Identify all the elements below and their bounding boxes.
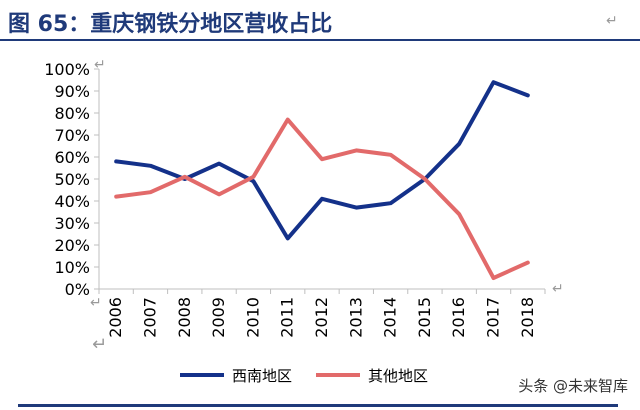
y-tick-label: 10% xyxy=(54,258,90,277)
title-bar: 图 65：重庆钢铁分地区营收占比 ↵ xyxy=(0,0,640,41)
x-tick-label: 2017 xyxy=(484,297,503,338)
watermark: 头条 @未来智库 xyxy=(518,377,628,395)
return-mark: ↵ xyxy=(606,13,618,29)
x-tick-label: 2009 xyxy=(209,297,228,338)
y-tick-label: 80% xyxy=(54,104,90,123)
y-tick-label: 0% xyxy=(65,280,90,299)
x-tick-label: 2015 xyxy=(415,297,434,338)
x-tick-label: 2016 xyxy=(449,297,468,338)
x-tick-label: 2010 xyxy=(243,297,262,338)
y-tick-label: 90% xyxy=(54,82,90,101)
bottom-rule xyxy=(18,404,618,407)
return-mark: ↵ xyxy=(90,295,102,311)
x-tick-label: 2007 xyxy=(140,297,159,338)
return-mark: ↵ xyxy=(552,281,564,297)
x-axis: 2006 2007 2008 2009 2010 2011 2012 2013 2014 2015… xyxy=(98,288,546,338)
x-tick-label: 2014 xyxy=(381,297,400,338)
y-tick-label: 30% xyxy=(54,214,90,233)
plot-lines xyxy=(114,80,530,280)
y-tick-label: 40% xyxy=(54,192,90,211)
x-tick-label: 2008 xyxy=(175,297,194,338)
x-tick-label: 2013 xyxy=(346,297,365,338)
y-tick-label: 50% xyxy=(54,170,90,189)
title-underline xyxy=(0,39,640,41)
legend-label-southwest: 西南地区 xyxy=(232,367,292,384)
y-tick-label: 60% xyxy=(54,148,90,167)
y-axis: 0% 10% 20% 30% 40% 50% 60% 70% 80% 90% 100% xyxy=(44,60,100,299)
line-chart: 0%10%20%30%40%50%60%70%80%90%100% 2006 20… xyxy=(44,60,546,384)
x-tick-label: 2011 xyxy=(278,297,297,338)
return-mark: ↵ xyxy=(92,334,108,355)
y-tick-label: 100% xyxy=(44,60,90,79)
y-tick-label: 20% xyxy=(54,236,90,255)
y-tick-label: 70% xyxy=(54,126,90,145)
legend: 西南地区 其他地区 xyxy=(180,367,428,384)
legend-label-other: 其他地区 xyxy=(368,367,428,384)
x-tick-label: 2018 xyxy=(518,297,537,338)
return-mark: ↵ xyxy=(94,57,106,73)
x-tick-label: 2012 xyxy=(312,297,331,338)
page-title: 图 65：重庆钢铁分地区营收占比 xyxy=(8,12,333,37)
x-tick-label: 2006 xyxy=(106,297,125,338)
series-line-other xyxy=(114,117,530,280)
